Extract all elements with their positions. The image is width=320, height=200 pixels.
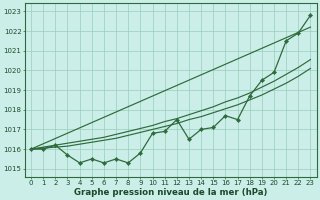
X-axis label: Graphe pression niveau de la mer (hPa): Graphe pression niveau de la mer (hPa) (74, 188, 268, 197)
